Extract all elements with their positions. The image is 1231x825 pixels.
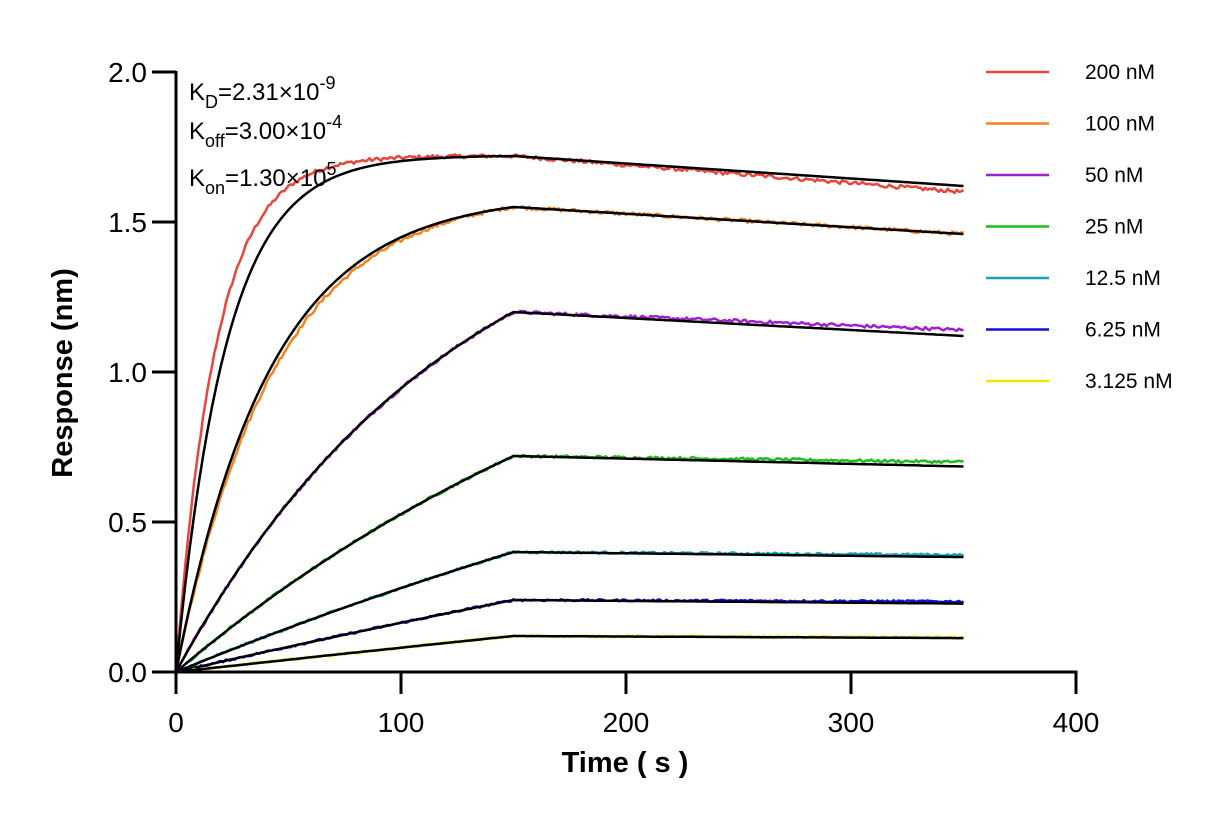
x-tick-label: 400	[1053, 707, 1100, 738]
axes: 0.0 0.5 1.0 1.5 2.0 0 100 200 300 400	[108, 57, 1099, 738]
kinetic-param-off: Koff=3.00×10-4	[189, 112, 342, 151]
legend-label: 100 nM	[1085, 113, 1155, 136]
series-100-nM-fit	[174, 205, 964, 673]
y-tick-label: 1.0	[108, 357, 147, 388]
y-tick-label: 1.5	[108, 207, 147, 238]
series-200-nM-data	[174, 153, 965, 673]
series-3-125-nM-fit	[175, 634, 964, 674]
series-12-5-nM-fit	[175, 550, 964, 674]
x-axis-title: Time ( s )	[562, 747, 689, 779]
y-axis-title: Response (nm)	[47, 268, 79, 477]
series-50-nM-fit	[174, 310, 964, 673]
x-tick-label: 200	[603, 707, 650, 738]
plot-area	[174, 153, 965, 674]
legend-label: 25 nM	[1085, 216, 1143, 239]
legend: 200 nM 100 nM 50 nM 25 nM 12.5 nM 6.25 nM 3.12…	[986, 61, 1173, 393]
series-25-nM-data	[175, 453, 964, 673]
legend-label: 6.25 nM	[1085, 319, 1161, 342]
x-tick-label: 300	[828, 707, 875, 738]
y-tick-label: 2.0	[108, 57, 147, 88]
kinetic-param-d: KD=2.31×10-9	[189, 73, 335, 112]
series-3-125-nM-data	[175, 633, 964, 674]
legend-label: 200 nM	[1085, 61, 1155, 84]
legend-label: 12.5 nM	[1085, 267, 1161, 290]
series-12-5-nM-data	[175, 550, 965, 674]
y-tick-label: 0.5	[108, 507, 147, 538]
series-6-25-nM-fit	[175, 598, 964, 674]
x-tick-label: 100	[378, 707, 425, 738]
series-25-nM-fit	[175, 454, 964, 673]
kinetic-param-on: Kon=1.30×105	[189, 159, 337, 198]
legend-label: 50 nM	[1085, 164, 1143, 187]
series-200-nM-fit	[174, 154, 964, 673]
y-tick-label: 0.0	[108, 657, 147, 688]
legend-label: 3.125 nM	[1085, 370, 1173, 393]
series-50-nM-data	[174, 309, 964, 673]
x-tick-label: 0	[168, 707, 184, 738]
